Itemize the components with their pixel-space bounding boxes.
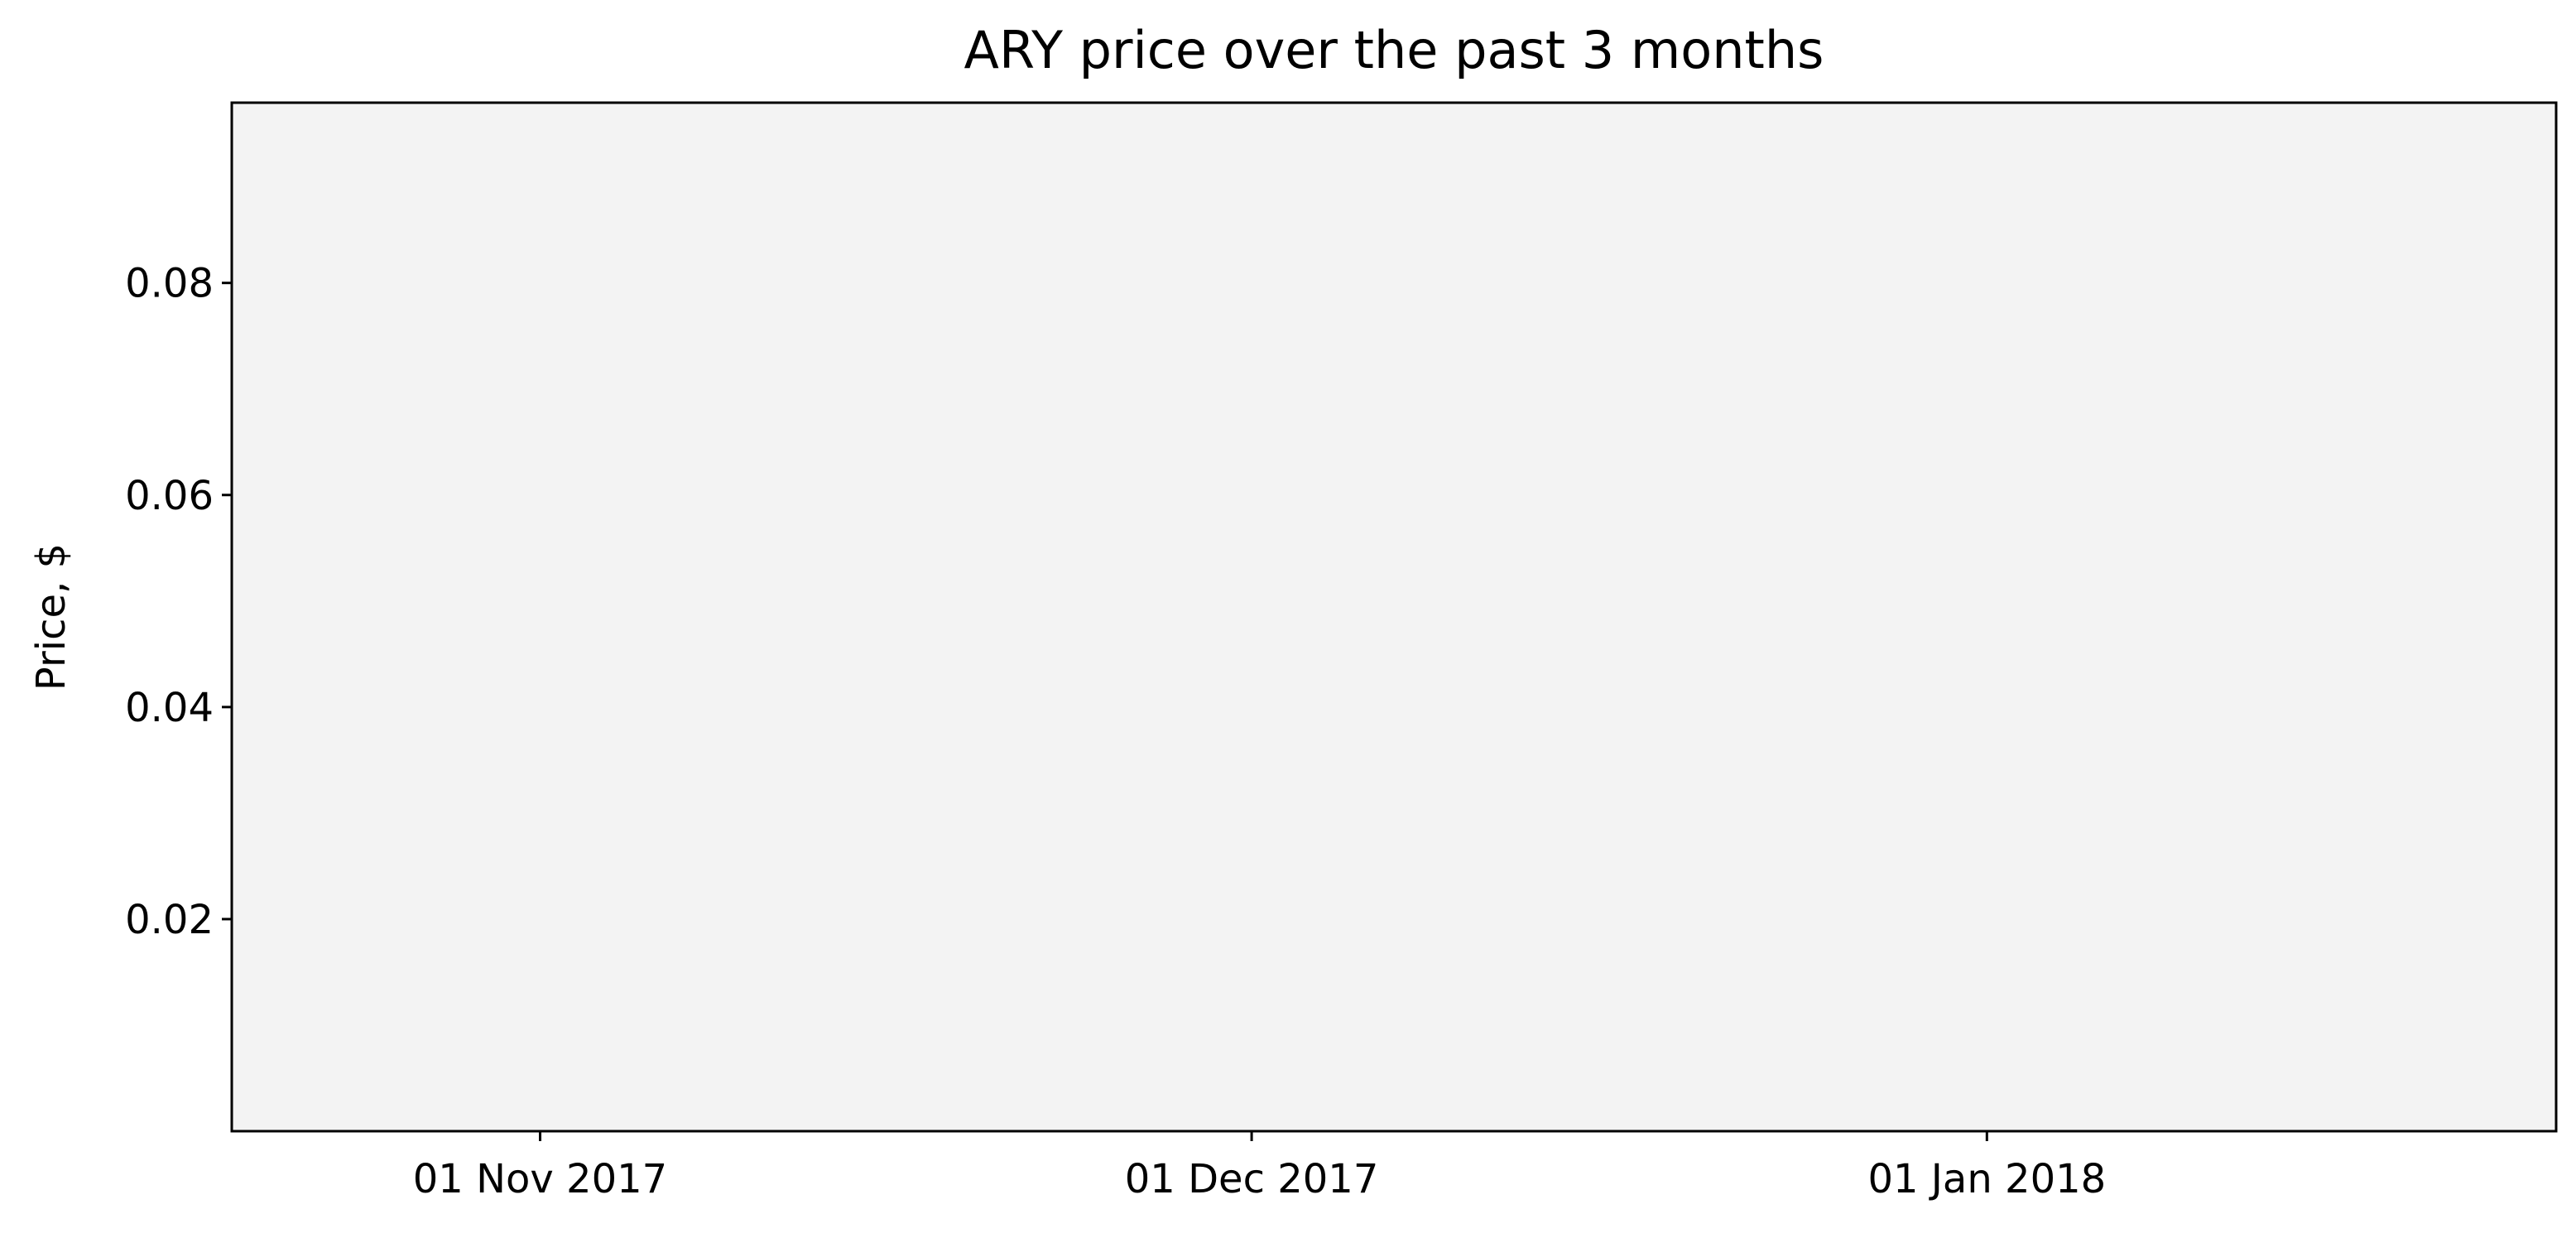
x-tick-label: 01 Jan 2018 bbox=[1867, 1156, 2106, 1202]
y-tick-label: 0.06 bbox=[125, 473, 214, 519]
y-tick-label: 0.02 bbox=[125, 897, 214, 943]
x-tick-label: 01 Nov 2017 bbox=[413, 1156, 667, 1202]
y-tick-label: 0.08 bbox=[125, 261, 214, 307]
y-tick-label: 0.04 bbox=[125, 685, 214, 731]
chart-title: ARY price over the past 3 months bbox=[964, 20, 1824, 80]
y-axis-label: Price, $ bbox=[28, 543, 74, 691]
x-axis: 01 Nov 2017 01 Dec 2017 01 Jan 2018 bbox=[413, 1131, 2106, 1202]
y-axis: 0.02 0.04 0.06 0.08 bbox=[125, 261, 232, 943]
plot-area bbox=[230, 101, 2558, 1133]
x-tick-label: 01 Dec 2017 bbox=[1125, 1156, 1379, 1202]
